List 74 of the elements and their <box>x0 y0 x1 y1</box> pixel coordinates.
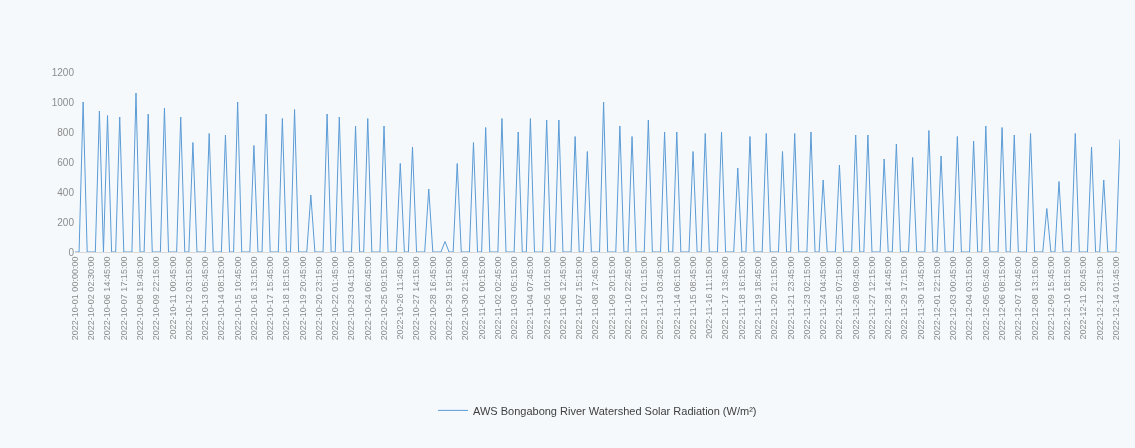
y-tick-label: 800 <box>57 126 75 138</box>
x-tick-label: 2022-11-17 13:45:00 <box>720 256 731 340</box>
x-tick-label: 2022-10-23 04:15:00 <box>346 256 357 341</box>
x-tick-label: 2022-10-01 00:00:00 <box>69 256 80 341</box>
x-tick-label: 2022-10-25 09:15:00 <box>378 256 389 341</box>
line-series <box>75 92 1120 252</box>
x-tick-label: 2022-12-05 05:45:00 <box>980 256 991 341</box>
y-tick-label: 1200 <box>51 66 75 78</box>
x-tick-label: 2022-10-11 00:45:00 <box>167 256 178 340</box>
x-tick-label: 2022-11-23 02:15:00 <box>801 256 812 340</box>
x-tick-label: 2022-11-01 00:15:00 <box>476 256 487 340</box>
x-tick-label: 2022-11-29 17:15:00 <box>899 256 910 340</box>
x-tick-label: 2022-11-24 04:45:00 <box>818 256 829 340</box>
y-tick-label: 400 <box>57 186 75 198</box>
x-tick-label: 2022-10-09 22:15:00 <box>151 256 162 341</box>
x-tick-label: 2022-11-20 21:15:00 <box>769 256 780 340</box>
x-tick-label: 2022-12-07 10:45:00 <box>1013 256 1024 341</box>
x-tick-label: 2022-10-14 08:15:00 <box>216 256 227 341</box>
x-tick-label: 2022-10-24 06:45:00 <box>362 256 373 341</box>
x-tick-label: 2022-10-28 16:45:00 <box>427 256 438 341</box>
x-tick-label: 2022-11-14 06:15:00 <box>671 256 682 340</box>
x-tick-label: 2022-10-13 05:45:00 <box>200 256 211 341</box>
x-tick-label: 2022-10-08 19:45:00 <box>134 256 145 341</box>
x-tick-label: 2022-12-06 08:15:00 <box>997 256 1008 341</box>
x-tick-label: 2022-12-03 00:45:00 <box>948 256 959 341</box>
x-tick-label: 2022-11-16 11:15:00 <box>704 256 715 339</box>
x-tick-label: 2022-10-07 17:15:00 <box>118 256 129 341</box>
x-tick-label: 2022-10-17 15:45:00 <box>265 256 276 341</box>
x-tick-label: 2022-10-16 13:15:00 <box>248 256 259 341</box>
x-tick-label: 2022-10-19 20:45:00 <box>297 256 308 341</box>
x-tick-label: 2022-12-09 15:45:00 <box>1045 256 1056 341</box>
x-tick-label: 2022-10-26 11:45:00 <box>395 256 406 340</box>
x-tick-label: 2022-11-28 14:45:00 <box>883 256 894 340</box>
x-tick-label: 2022-10-27 14:15:00 <box>411 256 422 341</box>
x-tick-label: 2022-10-15 10:45:00 <box>232 256 243 341</box>
x-tick-label: 2022-12-14 01:45:00 <box>1110 256 1121 341</box>
x-tick-label: 2022-12-12 23:15:00 <box>1094 256 1105 341</box>
x-tick-label: 2022-11-27 12:15:00 <box>866 256 877 340</box>
y-tick-label: 600 <box>57 156 75 168</box>
x-tick-label: 2022-11-13 03:45:00 <box>655 256 666 340</box>
x-tick-label: 2022-11-21 23:45:00 <box>785 256 796 340</box>
legend-label: AWS Bongabong River Watershed Solar Radiation (W/m²) <box>473 404 757 417</box>
x-tick-label: 2022-11-26 09:45:00 <box>850 256 861 340</box>
x-tick-label: 2022-11-12 01:15:00 <box>639 256 650 340</box>
x-tick-label: 2022-12-11 20:45:00 <box>1078 256 1089 340</box>
x-tick-label: 2022-12-04 03:15:00 <box>964 256 975 341</box>
x-tick-label: 2022-11-19 18:45:00 <box>753 256 764 340</box>
x-tick-label: 2022-11-18 16:15:00 <box>736 256 747 340</box>
x-tick-label: 2022-11-03 05:15:00 <box>509 256 520 340</box>
x-tick-label: 2022-11-07 15:15:00 <box>574 256 585 340</box>
x-tick-label: 2022-10-18 18:15:00 <box>281 256 292 341</box>
x-tick-label: 2022-11-15 08:45:00 <box>687 256 698 340</box>
y-tick-label: 1000 <box>51 96 75 108</box>
x-tick-label: 2022-11-10 22:45:00 <box>622 256 633 340</box>
x-tick-label: 2022-10-02 02:30:00 <box>86 256 97 341</box>
x-tick-label: 2022-10-20 23:15:00 <box>313 256 324 341</box>
x-tick-label: 2022-12-01 22:15:00 <box>931 256 942 341</box>
x-tick-label: 2022-10-30 21:45:00 <box>460 256 471 341</box>
x-tick-label: 2022-11-04 07:45:00 <box>525 256 536 340</box>
y-tick-label: 200 <box>57 216 75 228</box>
x-tick-label: 2022-10-06 14:45:00 <box>102 256 113 341</box>
x-tick-label: 2022-11-08 17:45:00 <box>590 256 601 340</box>
x-tick-label: 2022-12-08 13:15:00 <box>1029 256 1040 341</box>
x-tick-label: 2022-12-10 18:15:00 <box>1062 256 1073 341</box>
x-tick-label: 2022-10-12 03:15:00 <box>183 256 194 341</box>
x-tick-label: 2022-11-30 19:45:00 <box>915 256 926 340</box>
x-tick-label: 2022-10-29 19:15:00 <box>444 256 455 341</box>
x-tick-label: 2022-11-09 20:15:00 <box>606 256 617 340</box>
x-tick-label: 2022-10-22 01:45:00 <box>330 256 341 341</box>
x-tick-label: 2022-11-06 12:45:00 <box>557 256 568 340</box>
x-tick-label: 2022-11-02 02:45:00 <box>492 256 503 340</box>
x-tick-label: 2022-11-05 10:15:00 <box>541 256 552 340</box>
x-tick-label: 2022-11-25 07:15:00 <box>834 256 845 340</box>
y-tick-label: 0 <box>68 246 75 258</box>
